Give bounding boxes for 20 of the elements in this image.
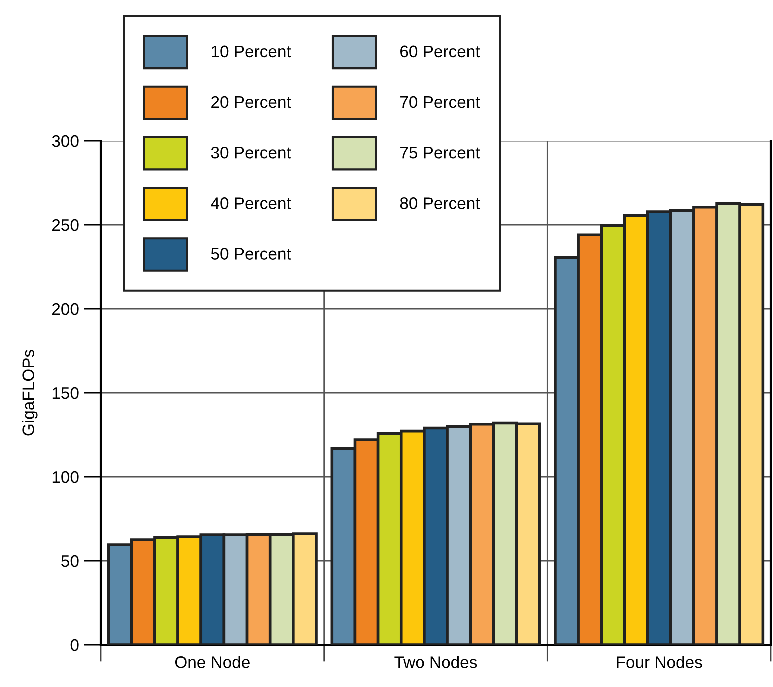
y-tick-label: 250 (52, 219, 79, 232)
legend-label: 50 Percent (211, 248, 292, 260)
legend-label: 30 Percent (211, 146, 292, 159)
y-tick-label: 0 (70, 639, 79, 652)
y-tick-label: 300 (52, 135, 79, 148)
y-tick-label: 200 (52, 303, 79, 316)
legend-label: 40 Percent (211, 198, 292, 210)
legend-label: 80 Percent (400, 198, 480, 210)
x-tick-label: Two Nodes (394, 656, 478, 668)
legend-label: 70 Percent (400, 96, 480, 108)
y-axis-title: GigaFLOPs (22, 350, 38, 436)
legend-label: 20 Percent (212, 96, 292, 108)
y-tick-label: 50 (62, 555, 79, 568)
legend-label: 60 Percent (400, 46, 480, 58)
x-tick-label: One Node (175, 656, 250, 668)
legend-label: 10 Percent (212, 46, 292, 58)
y-tick-label: 150 (52, 387, 79, 400)
y-tick-label: 100 (52, 471, 79, 484)
legend-label: 75 Percent (400, 147, 480, 159)
x-tick-label: Four Nodes (617, 656, 702, 668)
